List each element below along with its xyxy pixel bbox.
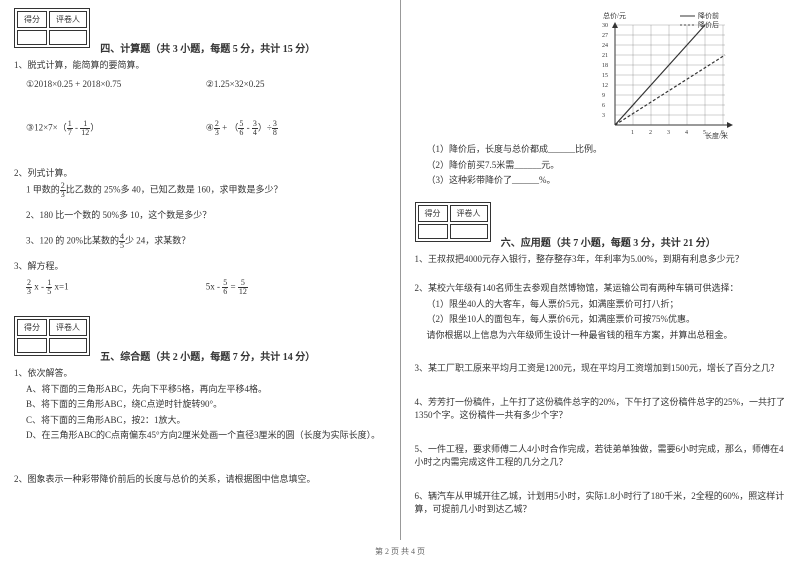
q1a: ①2018×0.25 + 2018×0.75: [26, 79, 206, 90]
q2-1: 1 甲数的23比乙数的 25%多 40，已知乙数是 160，求甲数是多少？: [26, 182, 386, 199]
q3-text: 3、解方程。: [14, 260, 386, 274]
svg-text:5: 5: [703, 130, 706, 136]
s6-q1: 1、王叔叔把4000元存入银行，整存整存3年，年利率为5.00%，到期有利息多少…: [415, 253, 787, 267]
right-column: 总价/元 降价前 降价后 长度/米 3691215182124273012345…: [401, 0, 800, 540]
s5-q1d: D、在三角形ABC的C点南偏东45°方向2厘米处画一个直径3厘米的圆（长度为实际…: [26, 429, 386, 443]
q1c-pre: ③12×7×（: [26, 122, 67, 132]
svg-text:24: 24: [602, 43, 608, 49]
svg-text:9: 9: [602, 93, 605, 99]
s6-q2a: （1）限坐40人的大客车，每人票价5元，如满座票价可打八折；: [427, 298, 787, 312]
section-6-title: 六、应用题（共 7 小题，每题 3 分，共计 21 分）: [501, 234, 716, 249]
s6-q2b: （2）限坐10人的面包车，每人票价6元，如满座票价可按75%优惠。: [427, 313, 787, 327]
s5-q1b: B、将下面的三角形ABC，绕C点逆时针旋转90°。: [26, 398, 386, 412]
s6-q3: 3、某工厂职工原来平均月工资是1200元，现在平均月工资增加到1500元，增长了…: [415, 362, 787, 376]
frac-icon: 38: [272, 120, 278, 137]
q2-3: 3、120 的 20%比某数的45少 24，求某数？: [26, 233, 386, 250]
eq2: 5x - 56 = 512: [206, 279, 386, 296]
q1-text: 1、脱式计算，能简算的要简算。: [14, 59, 386, 73]
chart-q3: （3）这种彩带降价了______%。: [427, 174, 787, 188]
svg-text:3: 3: [602, 113, 605, 119]
s5-q1c: C、将下面的三角形ABC，按2：1放大。: [26, 414, 386, 428]
calc-row-1: ①2018×0.25 + 2018×0.75 ②1.25×32×0.25: [26, 79, 386, 90]
grader-label: 评卷人: [49, 11, 87, 28]
s5-q2: 2、图象表示一种彩带降价前后的长度与总价的关系，请根据图中信息填空。: [14, 473, 386, 487]
s6-q2c: 请你根据以上信息为六年级师生设计一种最省钱的租车方案，并算出总租金。: [427, 329, 787, 343]
eq1: 23 x - 15 x=1: [26, 279, 206, 296]
x-axis-label: 长度/米: [705, 131, 728, 140]
svg-text:3: 3: [667, 130, 670, 136]
calc-row-2: ③12×7×（17 - 112） ④23 + （56 - 34）÷38: [26, 120, 386, 137]
price-chart: 总价/元 降价前 降价后 长度/米 3691215182124273012345…: [585, 10, 750, 150]
svg-text:6: 6: [602, 103, 605, 109]
score-label: 得分: [17, 319, 47, 336]
svg-text:6: 6: [721, 130, 724, 136]
svg-text:18: 18: [602, 63, 608, 69]
q1d: ④23 + （56 - 34）÷38: [206, 120, 386, 137]
svg-text:4: 4: [685, 130, 688, 136]
page-footer: 第 2 页 共 4 页: [0, 540, 800, 557]
q2-text: 2、列式计算。: [14, 167, 386, 181]
svg-text:15: 15: [602, 73, 608, 79]
s6-q5: 5、一件工程，要求师傅二人4小时合作完成，若徒弟单独做，需要6小时完成，那么，师…: [415, 443, 787, 470]
grader-label: 评卷人: [450, 205, 488, 222]
score-box-s4: 得分 评卷人: [14, 8, 90, 48]
legend-2: 降价后: [698, 20, 719, 29]
svg-text:1: 1: [631, 130, 634, 136]
svg-text:21: 21: [602, 53, 608, 59]
s6-q6: 6、辆汽车从甲城开往乙城，计划用5小时，实际1.8小时行了180千米，2全程的6…: [415, 490, 787, 517]
score-box-s6: 得分 评卷人: [415, 202, 491, 242]
s5-q1a: A、将下面的三角形ABC，先向下平移5格，再向左平移4格。: [26, 383, 386, 397]
s5-q1: 1、依次解答。: [14, 367, 386, 381]
svg-text:30: 30: [602, 23, 608, 29]
q1c: ③12×7×（17 - 112）: [26, 120, 206, 137]
chart-q2: （2）降价前买7.5米需______元。: [427, 159, 787, 173]
left-column: 得分 评卷人 四、计算题（共 3 小题，每题 5 分，共计 15 分） 1、脱式…: [0, 0, 401, 540]
svg-text:12: 12: [602, 83, 608, 89]
legend-1: 降价前: [698, 11, 719, 20]
section-4-title: 四、计算题（共 3 小题，每题 5 分，共计 15 分）: [100, 40, 315, 55]
s6-q2: 2、某校六年级有140名师生去参观自然博物馆，某运输公司有两种车辆可供选择：: [415, 282, 787, 296]
svg-text:27: 27: [602, 33, 608, 39]
svg-text:2: 2: [649, 130, 652, 136]
q1b: ②1.25×32×0.25: [206, 79, 386, 90]
eq-row: 23 x - 15 x=1 5x - 56 = 512: [26, 279, 386, 296]
score-label: 得分: [418, 205, 448, 222]
frac-icon: 112: [80, 120, 90, 137]
grader-label: 评卷人: [49, 319, 87, 336]
line-after: [615, 55, 725, 125]
section-5-title: 五、综合题（共 2 小题，每题 7 分，共计 14 分）: [100, 348, 315, 363]
score-label: 得分: [17, 11, 47, 28]
q2-2: 2、180 比一个数的 50%多 10，这个数是多少？: [26, 209, 386, 223]
y-axis-label: 总价/元: [603, 11, 626, 20]
s6-q4: 4、芳芳打一份稿件，上午打了这份稿件总字的20%，下午打了这份稿件总字的25%，…: [415, 396, 787, 423]
score-box-s5: 得分 评卷人: [14, 316, 90, 356]
frac-icon: 512: [238, 279, 248, 296]
